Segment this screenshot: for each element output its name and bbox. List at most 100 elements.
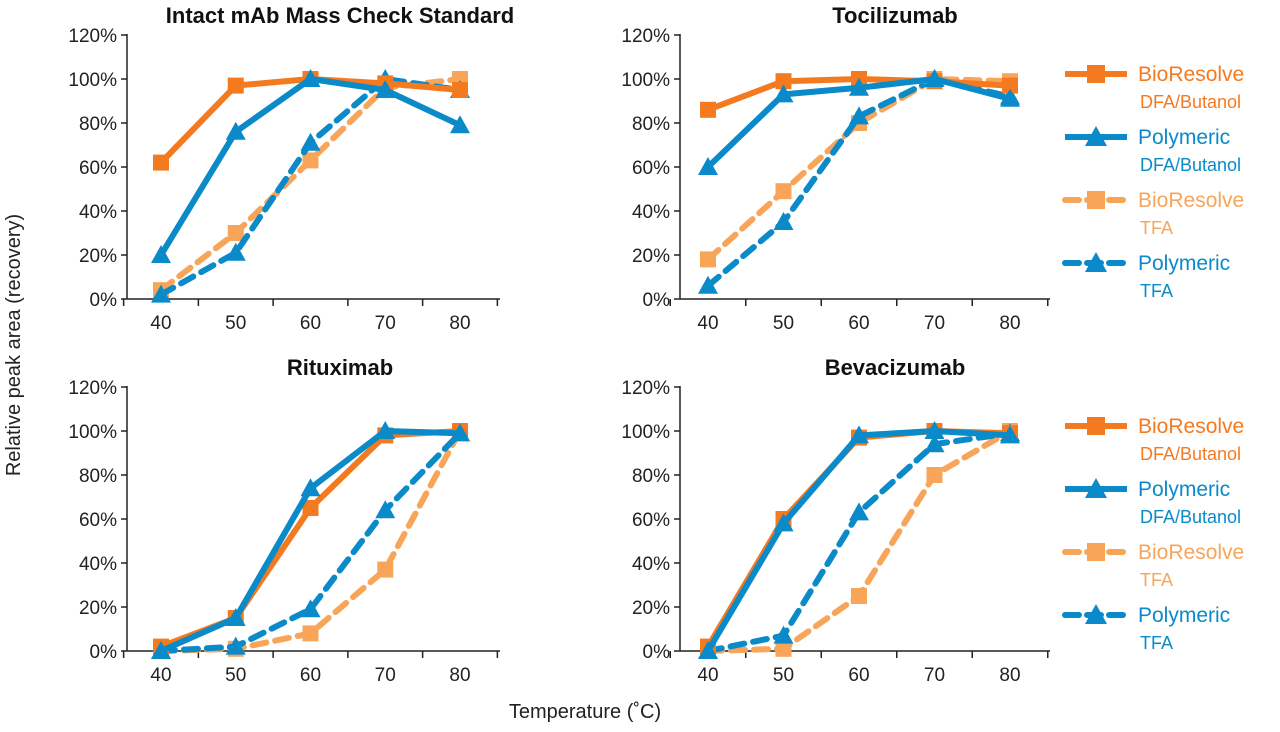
legend-marker <box>1085 126 1107 146</box>
data-point <box>300 132 321 151</box>
data-point <box>151 641 171 659</box>
data-point <box>151 284 171 303</box>
legend-marker <box>1087 417 1105 435</box>
y-tick-label: 80% <box>632 114 670 135</box>
data-point <box>375 80 396 98</box>
legend-label: BioResolve <box>1138 415 1244 438</box>
subplot-title: Rituximab <box>287 355 393 380</box>
x-tick-label: 50 <box>773 665 794 686</box>
x-tick-label: 80 <box>449 313 470 334</box>
legend-sublabel: DFA/Butanol <box>1140 155 1241 175</box>
data-point <box>227 77 244 94</box>
y-tick-label: 0% <box>643 290 671 311</box>
y-tick-label: 80% <box>632 466 670 487</box>
subplot-title: Bevacizumab <box>825 355 966 380</box>
series-line <box>158 428 463 654</box>
x-tick-label: 60 <box>300 665 321 686</box>
series-polymeric-dfa <box>698 421 1020 659</box>
legend-marker <box>1085 252 1107 272</box>
subplot-3: Rituximab 0% 20% 40% 60% 80% 100% 120% 40 50 60 70 8… <box>68 355 500 686</box>
x-tick-label: 40 <box>150 665 171 686</box>
data-point <box>849 77 869 96</box>
legend-marker <box>1085 604 1107 624</box>
data-point <box>924 434 945 453</box>
x-tick-label: 70 <box>375 665 396 686</box>
data-point <box>849 425 869 444</box>
series-bioresolve-dfa <box>153 423 468 655</box>
y-tick-label: 20% <box>79 246 117 267</box>
data-point <box>698 275 718 294</box>
data-point <box>849 106 869 125</box>
y-tick-label: 0% <box>90 642 118 663</box>
y-tick-label: 40% <box>632 554 670 575</box>
y-tick-label: 40% <box>79 554 117 575</box>
y-tick-label: 80% <box>79 114 117 135</box>
y-tick-label: 100% <box>68 70 117 91</box>
y-tick-label: 100% <box>68 422 117 443</box>
data-point <box>698 641 718 659</box>
x-tick-label: 70 <box>924 665 945 686</box>
x-tick-label: 80 <box>999 313 1020 334</box>
series-line <box>159 428 461 654</box>
legend-sublabel: TFA <box>1140 570 1173 590</box>
legend-label: Polymeric <box>1138 126 1230 149</box>
y-tick-label: 20% <box>79 598 117 619</box>
data-point <box>377 561 394 578</box>
series-line <box>705 430 1013 654</box>
series-line <box>705 428 1011 653</box>
data-point <box>851 588 867 604</box>
x-tick-label: 50 <box>225 313 246 334</box>
y-tick-label: 100% <box>621 422 670 443</box>
data-point <box>375 500 396 519</box>
data-point <box>924 421 945 439</box>
legend-2: BioResolve DFA/Butanol Polymeric DFA/Butano… <box>1062 415 1244 653</box>
data-point <box>924 69 945 87</box>
data-point <box>773 513 794 532</box>
legend-label: Polymeric <box>1138 604 1230 627</box>
data-point <box>375 421 396 439</box>
data-point <box>773 625 794 644</box>
series-polymeric-tfa <box>151 423 470 659</box>
legend-1: BioResolve DFA/Butanol Polymeric DFA/Butano… <box>1062 63 1244 301</box>
data-point <box>775 640 792 657</box>
data-point <box>227 225 244 241</box>
y-tick-label: 120% <box>68 26 117 47</box>
x-tick-label: 40 <box>150 313 171 334</box>
legend-sublabel: DFA/Butanol <box>1140 92 1241 112</box>
legend-sublabel: TFA <box>1140 281 1173 301</box>
y-tick-label: 60% <box>79 158 117 179</box>
x-tick-label: 60 <box>848 665 869 686</box>
legend-label: BioResolve <box>1138 189 1244 212</box>
y-tick-label: 120% <box>621 26 670 47</box>
y-tick-label: 0% <box>90 290 118 311</box>
x-axis-label: Temperature (˚C) <box>509 701 661 723</box>
y-tick-label: 40% <box>79 202 117 223</box>
data-point <box>302 500 319 516</box>
data-point <box>1000 88 1020 107</box>
data-point <box>302 625 319 642</box>
data-point <box>452 82 468 98</box>
series-polymeric-dfa <box>151 421 470 659</box>
data-point <box>773 84 794 103</box>
data-point <box>225 608 246 626</box>
data-point <box>302 152 319 169</box>
legend-label: BioResolve <box>1138 541 1244 564</box>
y-tick-label: 120% <box>621 378 670 399</box>
data-point <box>225 242 246 261</box>
legend-sublabel: TFA <box>1140 633 1173 653</box>
series-bioresolve-tfa <box>700 423 1018 659</box>
data-point <box>698 157 718 175</box>
series-polymeric-tfa <box>698 69 1020 294</box>
x-tick-label: 50 <box>225 665 246 686</box>
data-point <box>926 467 943 483</box>
data-point <box>225 636 246 655</box>
x-tick-label: 40 <box>697 665 718 686</box>
data-point <box>1002 77 1018 94</box>
legend-marker <box>1087 191 1105 209</box>
y-tick-label: 60% <box>632 158 670 179</box>
y-tick-label: 40% <box>632 202 670 223</box>
x-tick-label: 80 <box>449 665 470 686</box>
data-point <box>225 121 246 140</box>
series-polymeric-tfa <box>151 69 470 303</box>
series-bioresolve-tfa <box>700 71 1018 268</box>
